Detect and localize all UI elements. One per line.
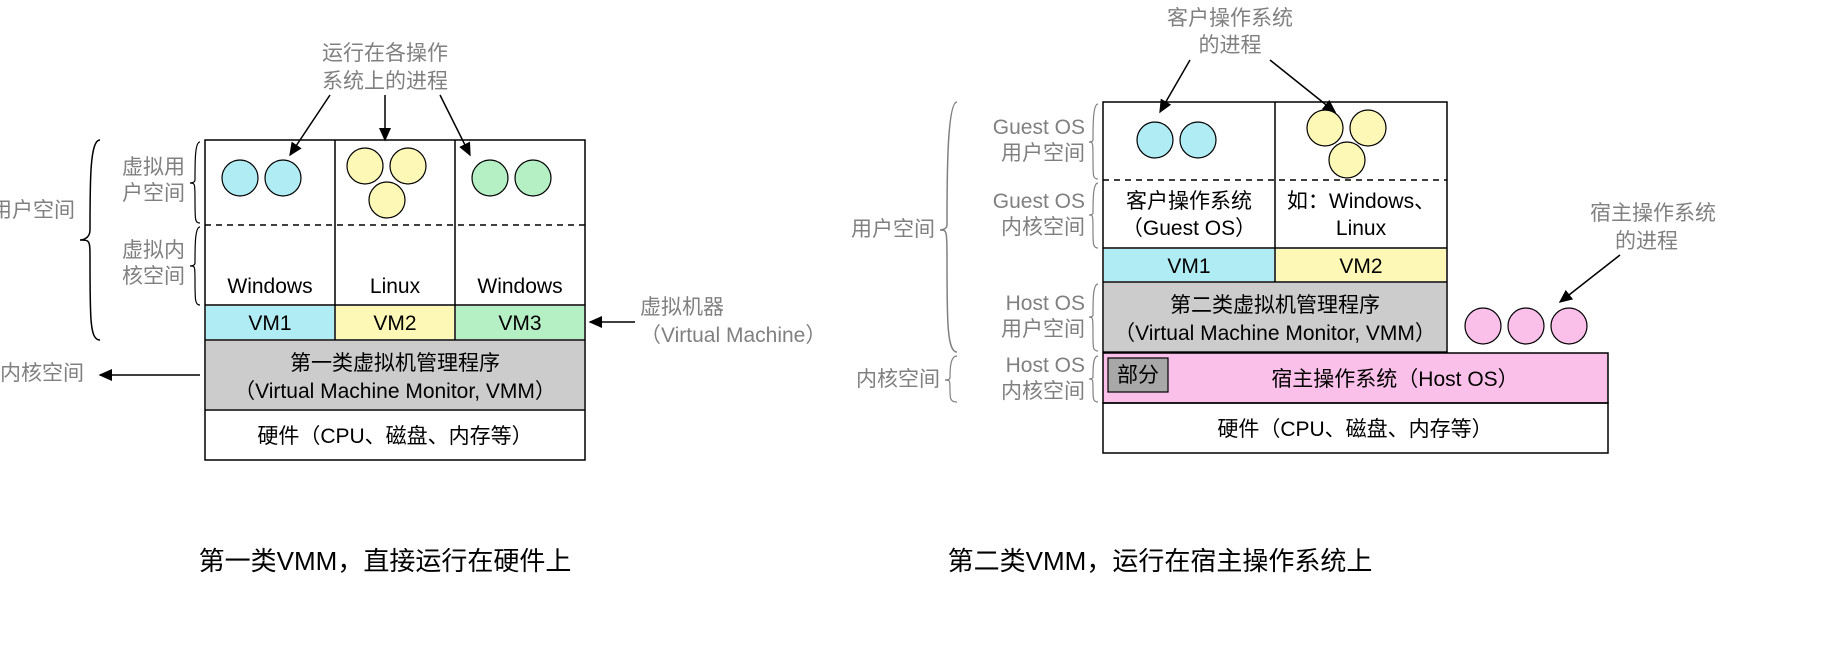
hostos-kernel-label: Host OS (1006, 354, 1085, 377)
process-circle (1137, 122, 1173, 158)
user-space-label: 用户空间 (851, 218, 935, 241)
host-process-circle (1508, 308, 1544, 344)
type1-diagram: 运行在各操作 系统上的进程 Windows Linux Windows VM1 … (0, 42, 826, 576)
vm-label: VM1 (248, 312, 291, 335)
process-circle (472, 160, 508, 196)
vm-label: VM1 (1167, 255, 1210, 278)
virt-user-label: 虚拟用 (122, 156, 185, 179)
guestos-kernel-label: 内核空间 (1001, 216, 1085, 239)
hw-label: 硬件（CPU、磁盘、内存等） (257, 425, 532, 448)
vm-right-label: 虚拟机器 (640, 296, 724, 319)
caption: 第一类VMM，直接运行在硬件上 (199, 546, 572, 576)
guestos-kernel-label: Guest OS (993, 190, 1085, 213)
process-circle (1180, 122, 1216, 158)
virt-kernel-label: 虚拟内 (122, 239, 185, 262)
vmm-label: （Virtual Machine Monitor, VMM） (234, 380, 556, 403)
guest-label: 如：Windows、 (1287, 190, 1435, 213)
vm-label: VM2 (1339, 255, 1382, 278)
hostos-label: 宿主操作系统（Host OS） (1271, 368, 1518, 391)
vm-label: VM3 (498, 312, 541, 335)
host-proc-label: 的进程 (1615, 230, 1678, 253)
top-label: 客户操作系统 (1167, 7, 1293, 30)
os-label: Windows (477, 275, 562, 298)
guestos-user-label: Guest OS (993, 116, 1085, 139)
process-circle (265, 160, 301, 196)
process-circle (390, 148, 426, 184)
process-circle (1329, 142, 1365, 178)
process-circle (1307, 110, 1343, 146)
os-label: Linux (370, 275, 421, 298)
vm-label: VM2 (373, 312, 416, 335)
process-circle (1350, 110, 1386, 146)
process-circle (369, 182, 405, 218)
vmm-label: 第一类虚拟机管理程序 (290, 352, 500, 375)
vmm-label: （Virtual Machine Monitor, VMM） (1114, 322, 1436, 345)
guest-label: （Guest OS） (1122, 217, 1256, 240)
process-circle (222, 160, 258, 196)
kernel-space-label: 内核空间 (856, 368, 940, 391)
kernel-space-label: 内核空间 (0, 362, 84, 385)
user-space-label: 用户空间 (0, 199, 75, 222)
vm-right-label: （Virtual Machine） (640, 324, 826, 347)
caption: 第二类VMM，运行在宿主操作系统上 (948, 546, 1373, 576)
top-label: 运行在各操作 (322, 42, 448, 65)
hostos-user-label: Host OS (1006, 292, 1085, 315)
os-label: Windows (227, 275, 312, 298)
guest-label: Linux (1336, 217, 1387, 240)
hostos-kernel-label: 内核空间 (1001, 380, 1085, 403)
process-circle (515, 160, 551, 196)
top-label: 的进程 (1199, 34, 1262, 57)
host-proc-label: 宿主操作系统 (1590, 202, 1716, 225)
guestos-user-label: 用户空间 (1001, 142, 1085, 165)
type2-diagram: 客户操作系统 的进程 客户操作系统 （Guest OS） 如：Windows、 … (851, 7, 1716, 576)
host-process-circle (1465, 308, 1501, 344)
process-circle (347, 148, 383, 184)
part-label: 部分 (1117, 364, 1159, 387)
hostos-user-label: 用户空间 (1001, 318, 1085, 341)
hw-label: 硬件（CPU、磁盘、内存等） (1217, 418, 1492, 441)
guest-label: 客户操作系统 (1126, 190, 1252, 213)
virt-user-label: 户空间 (122, 182, 185, 205)
host-process-circle (1551, 308, 1587, 344)
vmm-label: 第二类虚拟机管理程序 (1170, 294, 1380, 317)
top-label: 系统上的进程 (322, 70, 448, 93)
virt-kernel-label: 核空间 (122, 265, 185, 288)
